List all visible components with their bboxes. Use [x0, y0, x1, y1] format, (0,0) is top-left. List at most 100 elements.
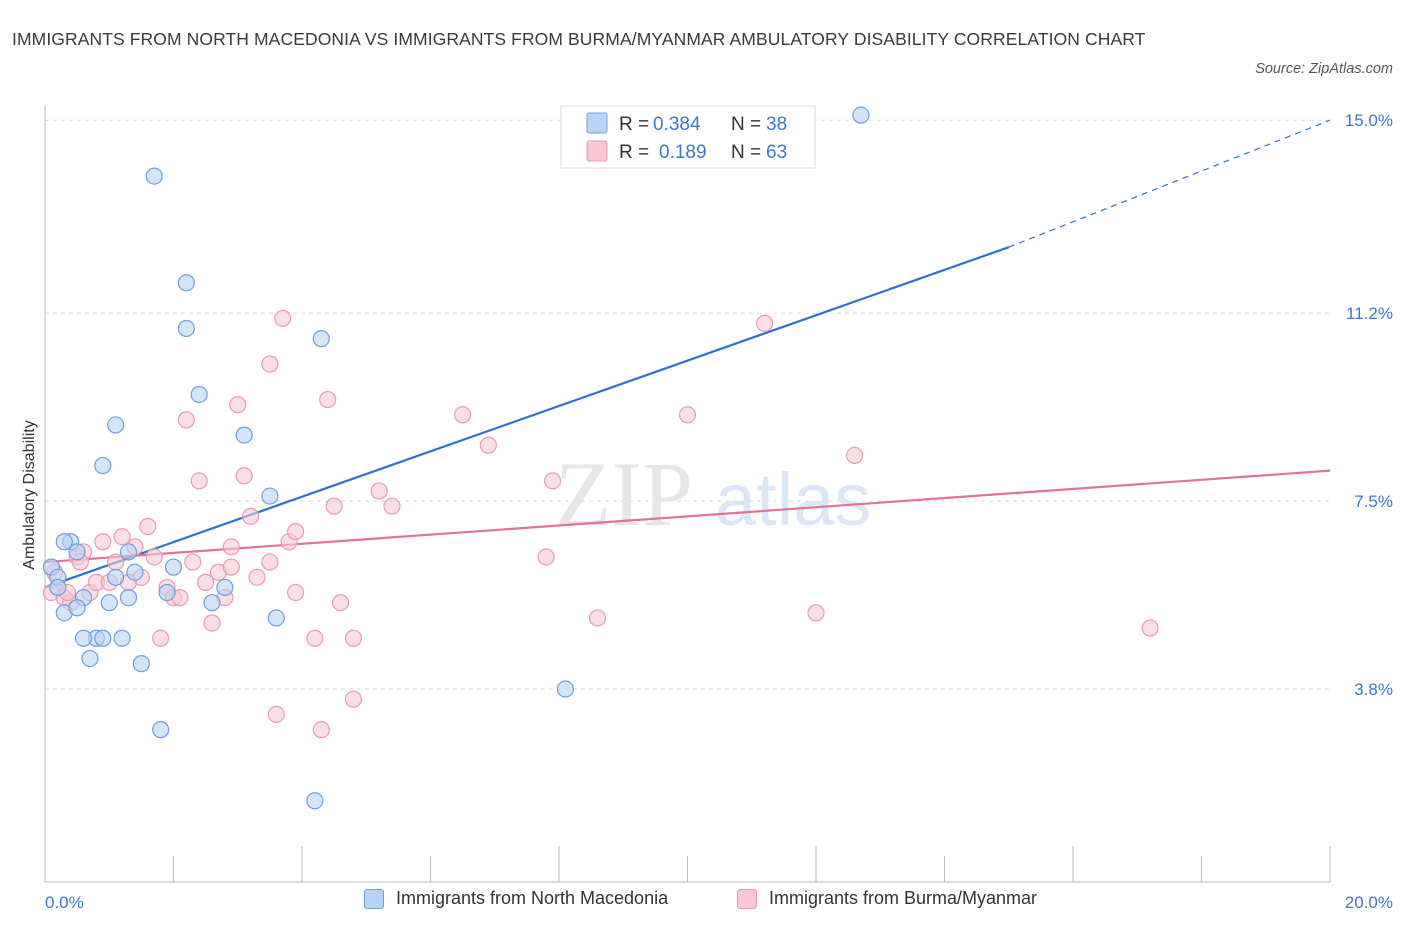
point-north-macedonia-13 [126, 563, 144, 581]
y-tick-label-0: 3.8% [1354, 680, 1393, 699]
point-burma-myanmar-51 [543, 472, 562, 490]
point-burma-myanmar-16 [152, 629, 170, 647]
point-north-macedonia-21 [190, 385, 208, 404]
point-north-macedonia-37 [49, 578, 67, 597]
point-burma-myanmar-45 [344, 690, 362, 708]
point-north-macedonia-16 [152, 721, 170, 739]
point-burma-myanmar-47 [383, 497, 401, 515]
chart-title: IMMIGRANTS FROM NORTH MACEDONIA VS IMMIG… [12, 29, 1146, 49]
point-burma-myanmar-57 [1141, 619, 1159, 637]
axis-layer [44, 105, 1331, 883]
point-north-macedonia-33 [74, 629, 93, 647]
point-burma-myanmar-42 [325, 497, 343, 515]
point-north-macedonia-4 [68, 543, 86, 561]
point-north-macedonia-6 [81, 649, 99, 668]
point-north-macedonia-11 [113, 629, 131, 647]
point-north-macedonia-22 [216, 578, 234, 597]
legend-n-label-2: N = [731, 142, 761, 163]
legend-swatch-blue [586, 112, 608, 134]
point-burma-myanmar-32 [261, 355, 279, 373]
point-north-macedonia-8 [94, 629, 112, 647]
y-axis-label: Ambulatory Disability [21, 420, 38, 569]
point-burma-myanmar-37 [286, 583, 305, 602]
x-tick-label-0: 0.0% [45, 893, 84, 912]
watermark-zip: ZIP [555, 443, 693, 545]
point-north-macedonia-9 [100, 594, 118, 612]
point-burma-myanmar-22 [190, 472, 208, 490]
legend-n-label-1: N = [731, 114, 761, 135]
point-north-macedonia-25 [261, 487, 279, 505]
point-burma-myanmar-53 [678, 406, 697, 424]
legend-r-label-1: R = [619, 114, 649, 135]
legend-n-value-1: 38 [766, 114, 787, 135]
point-north-macedonia-23 [203, 594, 221, 612]
point-burma-myanmar-62 [222, 558, 240, 576]
point-north-macedonia-19 [177, 274, 195, 292]
stats-legend: R = 0.384 N = 38 R = 0.189 N = 63 [560, 105, 816, 169]
tick-label-layer: 3.8% 7.5% 11.2% 15.0% 0.0% 20.0% [45, 111, 1393, 912]
legend-label-north-macedonia: Immigrants from North Macedonia [396, 888, 669, 908]
points-layer [42, 106, 1159, 810]
point-burma-myanmar-43 [331, 594, 350, 612]
y-tick-label-1: 7.5% [1354, 492, 1393, 511]
bottom-legend: Immigrants from North Macedonia Immigran… [0, 888, 1406, 918]
trend-line-north-macedonia-extension [1008, 119, 1331, 248]
point-burma-myanmar-24 [203, 614, 221, 632]
point-burma-myanmar-55 [807, 604, 825, 622]
point-burma-myanmar-48 [454, 406, 472, 424]
y-tick-label-3: 15.0% [1345, 111, 1393, 130]
legend-swatch-north-macedonia [364, 888, 384, 909]
point-north-macedonia-28 [312, 330, 330, 348]
point-north-macedonia-30 [852, 106, 870, 124]
point-north-macedonia-24 [235, 426, 253, 444]
point-north-macedonia-35 [107, 416, 125, 434]
point-burma-myanmar-31 [248, 568, 266, 586]
point-burma-myanmar-49 [479, 436, 497, 454]
point-north-macedonia-26 [267, 609, 285, 627]
point-burma-myanmar-44 [344, 629, 362, 647]
point-north-macedonia-32 [55, 533, 73, 551]
point-burma-myanmar-23 [197, 573, 215, 591]
legend-item-north-macedonia: Immigrants from North Macedonia [364, 888, 668, 909]
point-burma-myanmar-50 [537, 548, 555, 566]
point-north-macedonia-12 [119, 543, 138, 561]
legend-r-label-2: R = [619, 142, 649, 163]
point-north-macedonia-10 [107, 568, 125, 586]
point-burma-myanmar-46 [370, 482, 388, 500]
watermark-atlas: atlas [715, 458, 871, 541]
point-burma-myanmar-28 [229, 396, 247, 414]
chart-source: Source: ZipAtlas.com [1255, 61, 1393, 77]
point-north-macedonia-14 [132, 655, 150, 673]
legend-swatch-burma-myanmar [737, 888, 757, 909]
legend-item-burma-myanmar: Immigrants from Burma/Myanmar [737, 888, 1037, 909]
point-burma-myanmar-14 [139, 517, 157, 536]
point-north-macedonia-31 [68, 599, 86, 617]
point-burma-myanmar-34 [267, 705, 285, 724]
legend-r-value-2: 0.189 [659, 142, 707, 163]
point-burma-myanmar-33 [261, 553, 279, 571]
trend-line-north-macedonia [44, 246, 1010, 589]
point-burma-myanmar-35 [274, 309, 292, 327]
point-burma-myanmar-27 [222, 538, 240, 556]
point-north-macedonia-17 [158, 583, 176, 602]
point-north-macedonia-20 [177, 319, 195, 338]
trend-layer [44, 119, 1331, 589]
point-burma-myanmar-20 [177, 411, 195, 429]
point-burma-myanmar-52 [588, 609, 607, 627]
point-burma-myanmar-56 [845, 446, 864, 465]
point-burma-myanmar-54 [755, 314, 774, 332]
point-burma-myanmar-11 [113, 528, 131, 546]
point-burma-myanmar-15 [145, 548, 163, 566]
legend-label-burma-myanmar: Immigrants from Burma/Myanmar [769, 888, 1038, 908]
legend-swatch-pink [586, 140, 608, 162]
point-burma-myanmar-41 [319, 390, 337, 409]
point-north-macedonia-27 [306, 792, 324, 810]
point-burma-myanmar-30 [242, 507, 260, 525]
point-burma-myanmar-21 [184, 553, 202, 571]
trend-line-burma-myanmar [44, 469, 1331, 564]
point-burma-myanmar-39 [306, 629, 324, 647]
point-burma-myanmar-8 [94, 533, 112, 551]
point-north-macedonia-18 [164, 558, 183, 576]
point-burma-myanmar-38 [286, 522, 305, 541]
